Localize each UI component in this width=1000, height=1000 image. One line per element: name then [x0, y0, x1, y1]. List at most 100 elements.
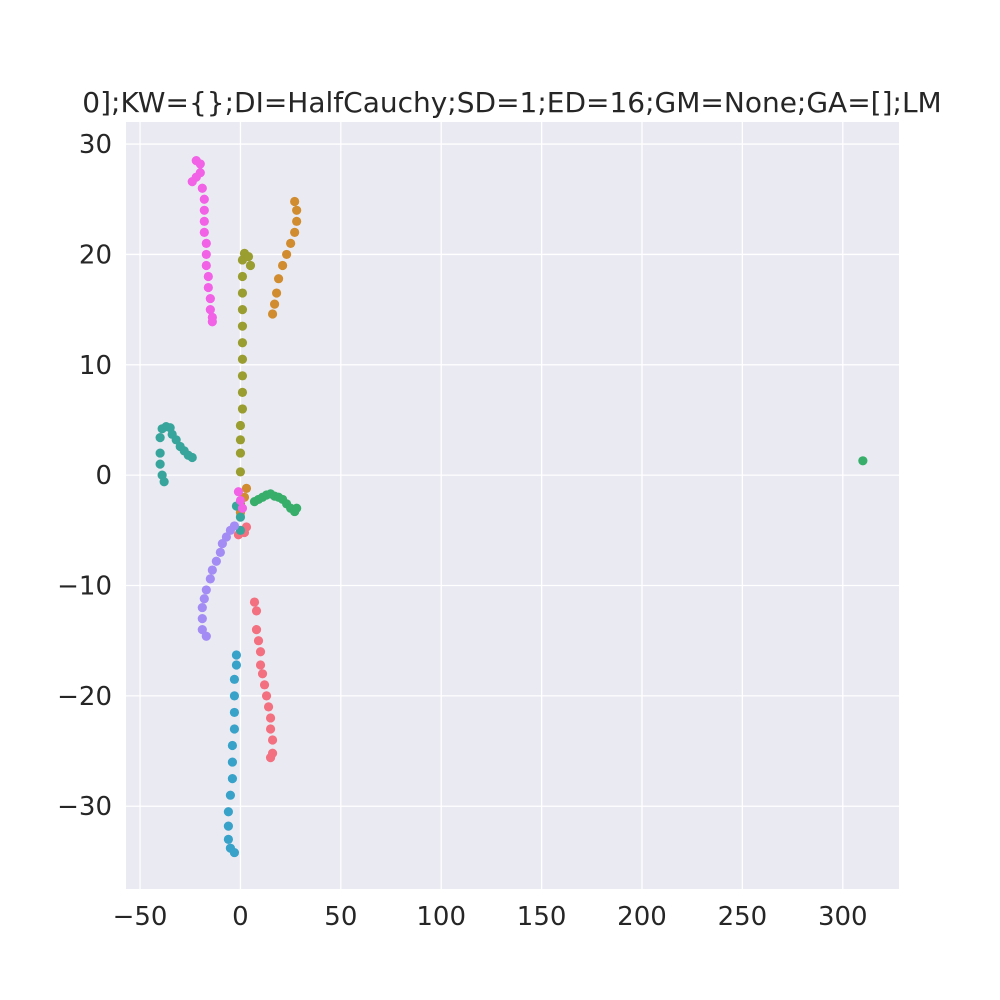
data-point	[235, 467, 246, 477]
gridlines	[126, 122, 899, 889]
data-point	[237, 371, 248, 381]
series-4	[249, 456, 868, 517]
data-point	[229, 707, 240, 718]
y-tick-label: 10	[79, 351, 112, 381]
y-tick-label: 0	[95, 461, 112, 491]
series-8	[187, 156, 248, 513]
data-point	[197, 625, 207, 635]
data-point	[229, 691, 240, 701]
data-point	[203, 282, 213, 293]
data-point	[221, 532, 231, 542]
data-point	[197, 602, 207, 613]
data-point	[199, 227, 209, 237]
x-tick-label: 250	[718, 902, 768, 932]
data-point	[227, 757, 238, 767]
data-point	[215, 547, 225, 558]
x-tick-label: −50	[113, 902, 168, 932]
data-point	[235, 512, 246, 522]
data-point	[265, 724, 276, 734]
series-7	[197, 521, 240, 641]
data-point	[203, 271, 213, 282]
data-point	[205, 293, 215, 304]
data-point	[286, 238, 296, 248]
data-point	[237, 305, 248, 315]
data-point	[235, 448, 246, 458]
data-point	[195, 159, 205, 169]
data-point	[257, 669, 268, 679]
data-point	[237, 503, 248, 513]
data-point	[237, 387, 248, 397]
data-point	[273, 274, 284, 284]
data-point	[292, 205, 302, 215]
data-point	[155, 459, 165, 469]
chart-title: 0];KW={};DI=HalfCauchy;SD=1;ED=16;GM=Non…	[82, 86, 941, 119]
data-point	[159, 477, 169, 487]
data-point	[199, 194, 209, 204]
data-point	[237, 404, 248, 414]
data-point	[199, 594, 209, 604]
data-point	[171, 435, 181, 445]
data-point	[255, 660, 266, 670]
data-point	[205, 574, 215, 584]
data-point	[155, 433, 165, 443]
data-point	[223, 807, 233, 817]
data-point	[225, 525, 236, 535]
data-point	[245, 260, 256, 271]
data-point	[207, 565, 217, 575]
data-point	[231, 660, 242, 670]
data-point	[278, 260, 288, 271]
data-point	[155, 448, 165, 458]
x-tick-label: 50	[324, 902, 357, 932]
data-point	[223, 821, 233, 831]
data-point	[265, 713, 276, 723]
data-point	[237, 321, 248, 331]
data-point	[235, 435, 246, 445]
data-point	[255, 647, 266, 657]
data-point	[292, 216, 302, 226]
data-point	[199, 205, 209, 215]
data-point	[211, 556, 221, 566]
data-point	[201, 260, 211, 271]
data-point	[267, 735, 278, 745]
data-point	[249, 597, 260, 607]
data-point	[187, 452, 197, 463]
data-point	[229, 847, 240, 858]
data-point	[235, 495, 246, 506]
data-point	[253, 636, 264, 646]
data-point	[237, 271, 248, 282]
data-point	[251, 625, 262, 635]
series-1	[233, 522, 278, 763]
data-point	[271, 288, 282, 298]
data-point	[187, 176, 197, 187]
data-point	[231, 650, 242, 660]
data-point	[197, 183, 207, 193]
data-point	[205, 305, 215, 315]
data-point	[237, 288, 248, 298]
data-point	[229, 724, 240, 734]
x-tick-label: 300	[818, 902, 868, 932]
data-point	[251, 606, 262, 616]
data-point	[201, 238, 211, 248]
data-point	[290, 196, 300, 207]
y-tick-label: 30	[79, 130, 112, 160]
data-point	[201, 585, 211, 595]
x-tick-label: 0	[232, 902, 249, 932]
x-tick-label: 100	[416, 902, 466, 932]
data-point	[207, 317, 217, 327]
y-axis-ticks: −30 −20 −10 0 10 20 30	[57, 130, 112, 822]
data-point	[227, 740, 238, 751]
data-point	[223, 834, 233, 844]
y-tick-label: −10	[57, 572, 112, 602]
data-point	[201, 631, 211, 641]
data-point	[243, 252, 254, 262]
data-point	[265, 753, 276, 763]
data-point	[201, 249, 211, 260]
data-point	[282, 249, 292, 260]
data-point	[233, 487, 244, 497]
y-tick-label: 20	[79, 240, 112, 270]
data-point	[261, 691, 272, 701]
data-point	[197, 614, 207, 624]
data-point	[227, 774, 238, 784]
series-3	[235, 248, 256, 509]
